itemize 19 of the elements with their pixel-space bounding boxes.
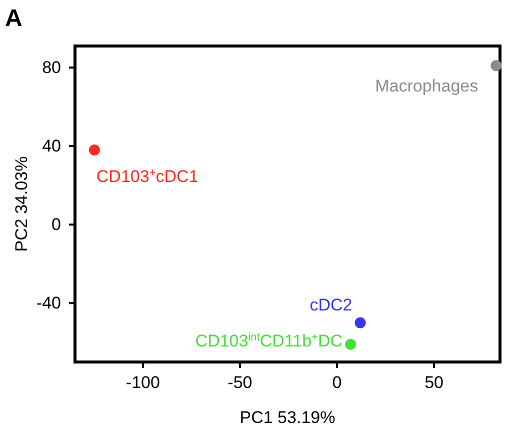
- series-label: CD103$^{+}$cDC1: [96, 167, 198, 186]
- series-label: Macrophages: [375, 76, 478, 96]
- x-tick-label: 0: [332, 373, 342, 392]
- point: [354, 317, 366, 328]
- y-tick-label: 80: [42, 58, 61, 78]
- point: [345, 338, 356, 350]
- x-tick-label: -100: [126, 373, 160, 392]
- point: [88, 144, 100, 156]
- y-tick-label: 0: [52, 215, 61, 234]
- series-label: cDC2: [310, 296, 352, 315]
- y-axis-title: PC2 34.03%: [12, 156, 31, 252]
- x-axis-title: PC1 53.19%: [240, 408, 336, 427]
- x-tick-label: 50: [424, 373, 444, 392]
- text: A: [5, 5, 22, 32]
- series-label: CD103$^{int}$CD11b$^{+}$DC: [195, 331, 343, 350]
- y-tick-label: 40: [42, 136, 61, 156]
- point: [490, 60, 502, 72]
- x-tick-label: -50: [228, 373, 252, 392]
- y-tick-label: -40: [36, 294, 61, 313]
